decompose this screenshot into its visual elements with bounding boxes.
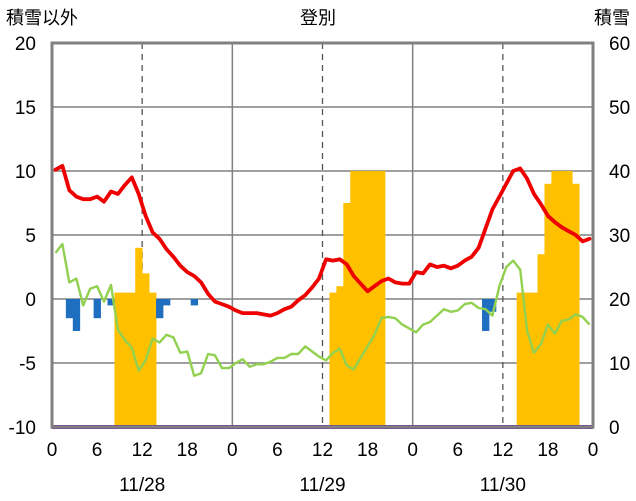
- left-tick-label: 20: [15, 34, 36, 55]
- right-tick-label: 0: [609, 418, 620, 439]
- left-axis-title: 積雪以外: [6, 8, 78, 29]
- series-line-red: [53, 164, 592, 318]
- blue-bar: [488, 299, 497, 312]
- x-tick-label: 12: [132, 440, 153, 461]
- x-tick-label: 18: [537, 440, 558, 461]
- snow-depth-bar: [364, 171, 372, 427]
- right-tick-label: 50: [609, 98, 630, 119]
- snow-depth-bar: [343, 203, 351, 427]
- x-tick-label: 0: [227, 440, 238, 461]
- blue-bar: [72, 299, 81, 331]
- snow-depth-bar: [149, 292, 157, 427]
- left-tick-label: 0: [25, 290, 36, 311]
- snow-depth-bar: [516, 292, 525, 427]
- left-tick-label: -5: [19, 354, 36, 375]
- snow-depth-bar: [377, 171, 386, 427]
- right-tick-label: 40: [609, 162, 630, 183]
- snow-depth-bar: [357, 171, 365, 427]
- snow-depth-bar: [329, 292, 337, 427]
- right-tick-label: 60: [609, 34, 630, 55]
- x-tick-label: 6: [452, 440, 463, 461]
- snow-depth-bar: [121, 292, 129, 427]
- chart-title: 登別: [300, 8, 336, 29]
- snow-depth-bar: [350, 171, 358, 427]
- x-tick-label: 12: [312, 440, 333, 461]
- snow-depth-bar: [336, 286, 344, 427]
- blue-bar: [190, 299, 199, 306]
- blue-bar: [482, 299, 490, 331]
- x-tick-label: 6: [92, 440, 103, 461]
- blue-bar: [156, 299, 164, 319]
- x-axis-ticks: 0 6 12 18 0 6 12 18 0 6 12 18 0: [47, 440, 599, 461]
- snow-depth-bar: [544, 183, 552, 427]
- snow-depth-bars: [114, 171, 580, 427]
- series-line-green: [54, 242, 591, 377]
- blue-bar: [107, 299, 115, 306]
- snow-depth-bar: [135, 247, 143, 427]
- left-tick-label: 15: [15, 98, 36, 119]
- snow-depth-bar: [565, 171, 573, 427]
- x-tick-label: 18: [357, 440, 378, 461]
- date-label: 11/28: [119, 475, 165, 496]
- snow-depth-bar: [551, 171, 559, 427]
- blue-bars: [65, 299, 497, 331]
- snow-depth-bar: [128, 292, 136, 427]
- left-tick-label: 5: [25, 226, 36, 247]
- x-tick-label: 18: [177, 440, 198, 461]
- snow-depth-bar: [530, 292, 538, 427]
- snow-depth-bar: [572, 183, 580, 427]
- right-axis-title: 積雪: [594, 8, 630, 29]
- blue-bar: [162, 299, 171, 306]
- x-tick-label: 0: [588, 440, 599, 461]
- snow-depth-bar: [114, 292, 122, 427]
- x-tick-label: 12: [492, 440, 513, 461]
- right-axis-ticks: 60 50 40 30 20 10 0: [609, 34, 630, 439]
- right-tick-label: 20: [609, 290, 630, 311]
- right-tick-label: 30: [609, 226, 630, 247]
- date-labels: 11/28 11/29 11/30: [119, 475, 526, 496]
- snow-depth-bar: [523, 292, 531, 427]
- right-tick-label: 10: [609, 354, 630, 375]
- left-axis-ticks: 20 15 10 5 0 -5 -10: [9, 34, 36, 439]
- x-tick-label: 0: [47, 440, 58, 461]
- left-tick-label: -10: [9, 418, 36, 439]
- date-label: 11/30: [480, 475, 526, 496]
- snow-depth-bar: [558, 171, 566, 427]
- snow-depth-bar: [142, 273, 150, 427]
- blue-bar: [65, 299, 74, 319]
- blue-bar: [93, 299, 101, 319]
- plot-frame: [50, 41, 595, 429]
- left-tick-label: 10: [15, 162, 36, 183]
- x-tick-label: 6: [272, 440, 283, 461]
- snow-depth-bar: [371, 171, 379, 427]
- date-label: 11/29: [299, 475, 345, 496]
- x-tick-label: 0: [407, 440, 418, 461]
